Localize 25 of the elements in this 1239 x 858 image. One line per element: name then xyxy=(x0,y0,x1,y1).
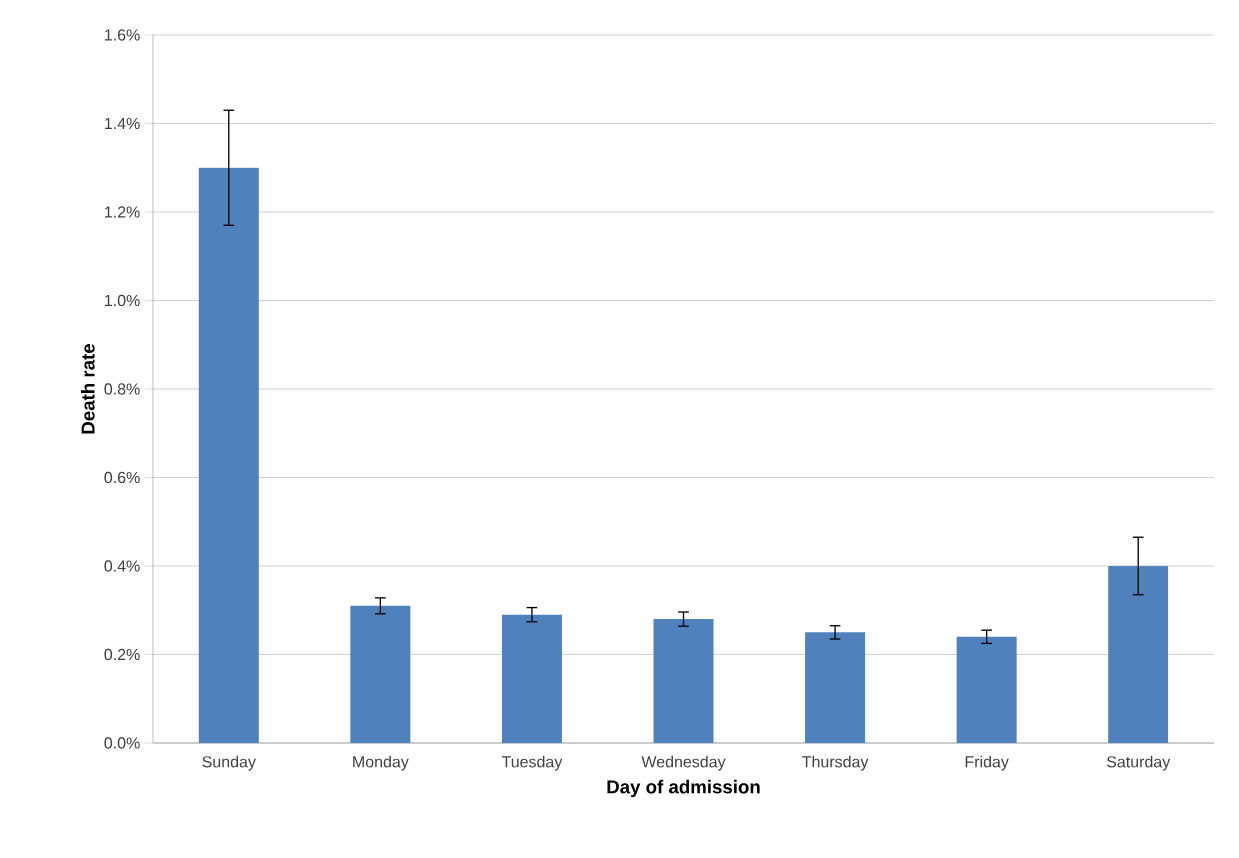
x-tick-label: Saturday xyxy=(1106,755,1171,771)
y-tick-label: 1.6% xyxy=(105,29,140,41)
bar xyxy=(956,636,1017,743)
x-tick-label: Wednesday xyxy=(641,755,726,771)
bar xyxy=(1108,566,1169,743)
y-tick-label: 0.2% xyxy=(104,648,140,661)
x-tick-label: Friday xyxy=(965,755,1009,771)
bar xyxy=(501,614,562,743)
y-tick-label: 0.0% xyxy=(104,737,140,749)
bar xyxy=(350,605,411,743)
x-axis-title: Day of admission xyxy=(607,779,760,798)
y-tick-label: 1.2% xyxy=(105,206,140,218)
y-tick-label: 0.4% xyxy=(104,560,140,572)
x-tick-label: Tuesday xyxy=(501,755,563,771)
bar xyxy=(198,167,259,743)
bar xyxy=(653,619,714,743)
y-tick-label: 0.8% xyxy=(104,383,140,395)
y-tick-label: 0.6% xyxy=(104,471,140,484)
x-tick-label: Sunday xyxy=(202,755,256,771)
y-axis-title: Death rate xyxy=(80,344,95,434)
y-tick-label: 1.0% xyxy=(105,294,140,307)
bar xyxy=(805,632,866,743)
y-tick-label: 1.4% xyxy=(105,117,140,130)
x-tick-label: Thursday xyxy=(802,755,869,771)
x-tick-label: Monday xyxy=(353,755,409,771)
